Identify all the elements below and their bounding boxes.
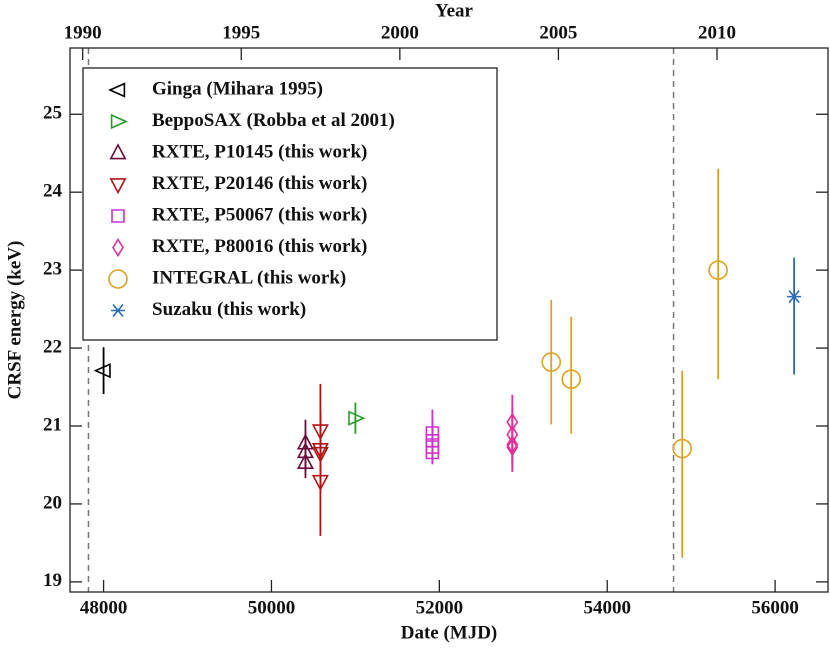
data-point	[93, 363, 111, 379]
legend-label: RXTE, P80016 (this work)	[152, 236, 367, 257]
data-point	[541, 352, 562, 372]
legend-marker	[111, 209, 125, 223]
data-point	[348, 410, 366, 426]
x-tick-label: 52000	[416, 597, 464, 618]
data-point	[506, 437, 519, 457]
x2-axis-label: Year	[435, 0, 474, 21]
legend-marker	[112, 237, 124, 258]
data-point	[787, 290, 802, 304]
data-point	[672, 438, 692, 459]
legend-marker	[108, 269, 128, 289]
y-tick-label: 22	[43, 336, 62, 357]
data-point	[708, 260, 728, 280]
x-tick-label: 48000	[80, 597, 128, 618]
x2-tick-label: 2010	[698, 22, 736, 43]
y-axis-label: CRSF energy (keV)	[4, 241, 25, 400]
legend-box	[82, 67, 498, 341]
x2-tick-label: 1995	[222, 22, 260, 43]
legend-marker	[111, 303, 125, 318]
data-point	[425, 445, 440, 460]
legend-marker	[108, 82, 126, 98]
x-tick-label: 54000	[583, 597, 631, 618]
legend-label: RXTE, P10145 (this work)	[152, 141, 367, 162]
y-tick-label: 24	[43, 181, 63, 202]
legend-label: RXTE, P20146 (this work)	[152, 173, 367, 194]
legend-label: INTEGRAL (this work)	[152, 267, 346, 288]
x2-tick-label: 1990	[64, 22, 102, 43]
x-tick-label: 50000	[248, 597, 296, 618]
legend-marker	[109, 143, 127, 160]
y-tick-label: 23	[43, 258, 62, 279]
x2-tick-label: 2000	[381, 22, 419, 43]
legend-label: Suzaku (this work)	[152, 299, 306, 320]
y-tick-label: 25	[43, 103, 62, 124]
legend-marker	[110, 113, 128, 130]
y-tick-label: 21	[43, 414, 62, 435]
legend-label: RXTE, P50067 (this work)	[152, 204, 367, 225]
y-tick-label: 20	[43, 492, 62, 513]
data-point	[296, 452, 314, 470]
data-point	[311, 474, 329, 492]
plot-frame	[69, 47, 829, 593]
x-tick-label: 56000	[751, 597, 799, 618]
legend-label: BeppoSAX (Robba et al 2001)	[152, 110, 395, 131]
x-axis-label: Date (MJD)	[401, 622, 498, 643]
legend-marker	[109, 178, 127, 195]
legend-label: Ginga (Mihara 1995)	[152, 78, 323, 99]
data-point	[561, 369, 582, 390]
y-tick-label: 19	[43, 570, 62, 591]
x2-tick-label: 2005	[539, 22, 577, 43]
